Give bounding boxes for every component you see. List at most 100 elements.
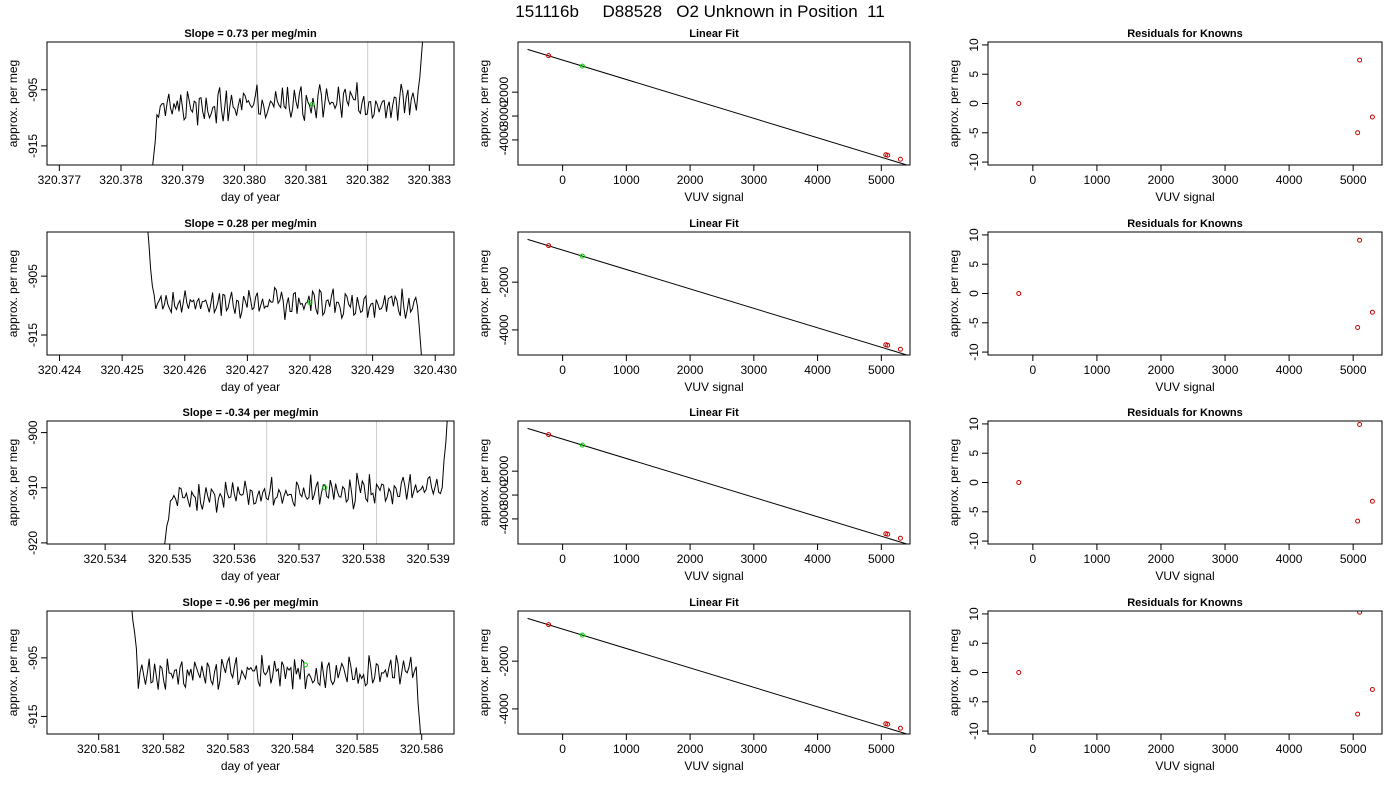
x-tick-label: 1000 (1084, 552, 1111, 566)
y-axis-label: approx. per meg (6, 250, 20, 337)
y-tick-label: -10 (967, 343, 981, 361)
panel-2-2: Linear Fit 0 1000 2000 3000 4000 5000 -2000 -400… (477, 218, 911, 394)
residual-point (1357, 57, 1363, 63)
y-axis-label: approx. per meg (6, 60, 20, 147)
y-tick-label: 0 (967, 479, 981, 486)
known-point (897, 725, 903, 731)
plot-frame (987, 41, 1383, 166)
x-tick-label: 1000 (613, 552, 640, 566)
x-tick-label: 5000 (868, 363, 895, 377)
x-tick-label: 3000 (740, 173, 767, 187)
x-axis-label: VUV signal (1155, 190, 1214, 204)
y-tick-label: -5 (967, 506, 981, 517)
x-axis-label: VUV signal (1155, 380, 1214, 394)
x-tick-label: 320.585 (335, 742, 379, 756)
plot-frame (987, 420, 1383, 545)
panel-title: Slope = -0.96 per meg/min (182, 597, 318, 609)
x-tick-label: 320.581 (77, 742, 121, 756)
y-tick-label: 5 (967, 71, 981, 78)
panel-title: Linear Fit (689, 28, 739, 40)
y-tick-label: -920 (26, 531, 40, 555)
x-tick-label: 5000 (1340, 173, 1367, 187)
x-axis-label: VUV signal (684, 569, 743, 583)
x-tick-label: 2000 (1148, 552, 1175, 566)
panel-title: Linear Fit (689, 218, 739, 230)
unknown-point (579, 442, 585, 448)
x-tick-label: 2000 (1148, 363, 1175, 377)
x-tick-label: 2000 (677, 173, 704, 187)
residual-point (1369, 686, 1375, 692)
unknown-mean-point (322, 485, 328, 491)
panel-title: Linear Fit (689, 407, 739, 419)
known-point (897, 346, 903, 352)
known-point (885, 531, 891, 537)
unknown-point (579, 632, 585, 638)
x-tick-label: 320.584 (271, 742, 315, 756)
residual-point (1357, 237, 1363, 243)
x-tick-label: 2000 (1148, 173, 1175, 187)
x-axis-label: VUV signal (684, 190, 743, 204)
panel-1-3: Residuals for Knowns 0 1000 2000 3000 4000 500… (947, 28, 1383, 204)
y-axis-label: approx. per meg (6, 439, 20, 526)
x-tick-label: 3000 (740, 552, 767, 566)
plot-frame (517, 231, 911, 356)
x-tick-label: 320.583 (206, 742, 250, 756)
signal-trace (164, 421, 448, 544)
y-tick-label: -915 (26, 134, 40, 158)
x-tick-label: 0 (1030, 173, 1037, 187)
x-tick-label: 2000 (677, 552, 704, 566)
x-tick-label: 320.382 (346, 173, 390, 187)
x-tick-label: 320.426 (163, 363, 207, 377)
x-tick-label: 4000 (1276, 363, 1303, 377)
signal-trace (147, 232, 422, 355)
fit-line (527, 427, 909, 544)
x-tick-label: 3000 (1212, 363, 1239, 377)
x-axis-label: VUV signal (1155, 759, 1214, 773)
y-tick-label: -915 (26, 704, 40, 728)
panel-3-1: Slope = -0.34 per meg/min 320.534 320.535 3… (6, 407, 455, 583)
x-tick-label: 1000 (613, 173, 640, 187)
panel-title: Slope = -0.34 per meg/min (182, 407, 318, 419)
x-tick-label: 320.425 (100, 363, 144, 377)
residual-point (1016, 101, 1022, 106)
x-tick-label: 0 (1030, 742, 1037, 756)
x-tick-label: 0 (1030, 552, 1037, 566)
panel-title: Linear Fit (689, 597, 739, 609)
residual-point (1369, 498, 1375, 504)
x-tick-label: 320.534 (83, 552, 127, 566)
plot-frame (46, 610, 455, 735)
residual-point (1357, 422, 1363, 428)
x-tick-label: 2000 (677, 363, 704, 377)
residual-point (1016, 670, 1022, 675)
x-tick-label: 320.539 (406, 552, 450, 566)
x-tick-label: 2000 (1148, 742, 1175, 756)
residual-point (1355, 711, 1361, 717)
fit-line (527, 48, 909, 165)
y-tick-label: -4000 (497, 314, 511, 345)
x-tick-label: 1000 (613, 363, 640, 377)
x-tick-label: 0 (559, 742, 566, 756)
x-axis-label: day of year (221, 380, 280, 394)
panel-1-1: Slope = 0.73 per meg/min 320.377 320.378 32… (6, 28, 455, 204)
y-axis-label: approx. per meg (947, 439, 961, 526)
y-tick-label: -2000 (497, 455, 511, 486)
x-axis-label: VUV signal (684, 380, 743, 394)
x-tick-label: 320.381 (284, 173, 328, 187)
x-tick-label: 3000 (740, 363, 767, 377)
x-tick-label: 4000 (1276, 552, 1303, 566)
plot-frame (517, 610, 911, 735)
x-tick-label: 320.428 (288, 363, 332, 377)
x-tick-label: 5000 (868, 552, 895, 566)
y-tick-label: -5 (967, 317, 981, 328)
x-axis-label: day of year (221, 190, 280, 204)
x-tick-label: 4000 (1276, 742, 1303, 756)
y-tick-label: 10 (967, 607, 981, 621)
x-tick-label: 4000 (804, 742, 831, 756)
y-axis-label: approx. per meg (477, 629, 491, 716)
y-tick-label: -3000 (497, 100, 511, 131)
y-tick-label: -10 (967, 722, 981, 740)
x-tick-label: 2000 (677, 742, 704, 756)
x-tick-label: 320.538 (342, 552, 386, 566)
x-tick-label: 5000 (868, 742, 895, 756)
y-axis-label: approx. per meg (947, 629, 961, 716)
